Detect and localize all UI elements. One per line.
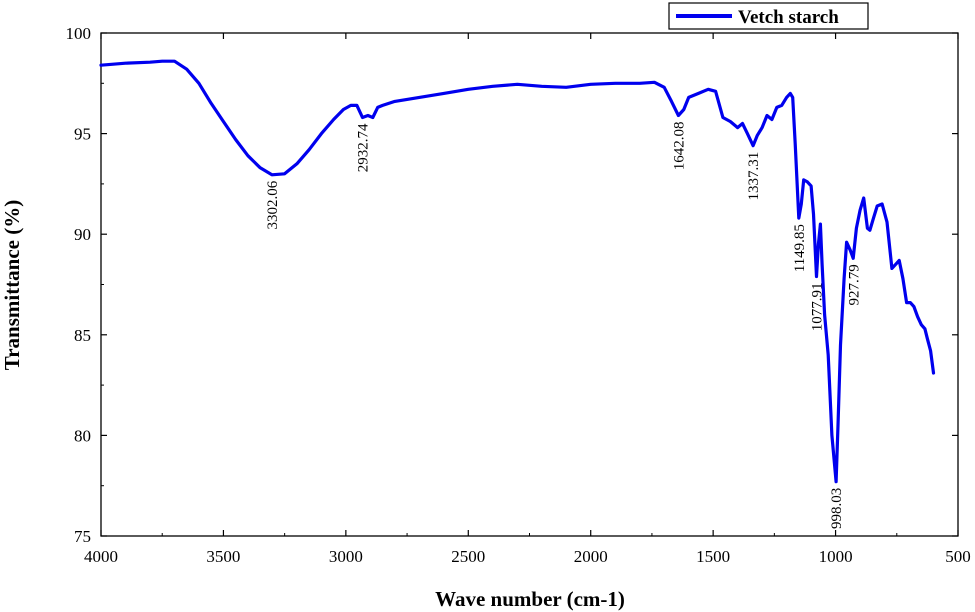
- x-axis-ticks: 4000 3500 3000 2500 2000 1500 1000 500: [84, 33, 971, 566]
- peak-label: 1149.85: [792, 224, 808, 272]
- plot-border: [100, 32, 959, 537]
- y-tick-label: 90: [74, 225, 91, 244]
- x-tick-label: 500: [945, 547, 971, 566]
- y-tick-label: 95: [74, 125, 91, 144]
- plot-frame: [100, 32, 959, 537]
- x-tick-label: 1500: [696, 547, 730, 566]
- y-tick-label: 100: [66, 24, 92, 43]
- x-tick-label: 4000: [84, 547, 118, 566]
- peak-label: 927.79: [846, 264, 862, 305]
- x-tick-label: 3500: [206, 547, 240, 566]
- x-tick-label: 1000: [819, 547, 853, 566]
- x-axis-title: Wave number (cm-1): [435, 587, 625, 611]
- y-axis-title: Transmittance (%): [0, 200, 24, 371]
- peak-label: 1337.31: [746, 152, 762, 201]
- peak-label: 2932.74: [355, 123, 371, 172]
- legend: Vetch starch: [668, 2, 869, 30]
- peak-annotations: 3302.06 2932.74 1642.08 1337.31 1149.851077.…: [265, 122, 862, 529]
- legend-label: Vetch starch: [738, 7, 839, 28]
- y-axis-ticks: 75 80 85 90 95 100: [66, 24, 958, 546]
- y-tick-label: 80: [74, 426, 91, 445]
- x-tick-label: 3000: [329, 547, 363, 566]
- peak-label: 1077.91: [810, 283, 826, 332]
- series-group: [99, 59, 936, 484]
- y-tick-label: 85: [74, 326, 91, 345]
- peak-label: 3302.06: [265, 180, 281, 229]
- series-line-0: [99, 59, 936, 484]
- x-tick-label: 2500: [451, 547, 485, 566]
- peak-label: 998.03: [829, 488, 845, 529]
- peak-label: 1642.08: [671, 122, 687, 171]
- y-tick-label: 75: [74, 527, 91, 546]
- x-tick-label: 2000: [574, 547, 608, 566]
